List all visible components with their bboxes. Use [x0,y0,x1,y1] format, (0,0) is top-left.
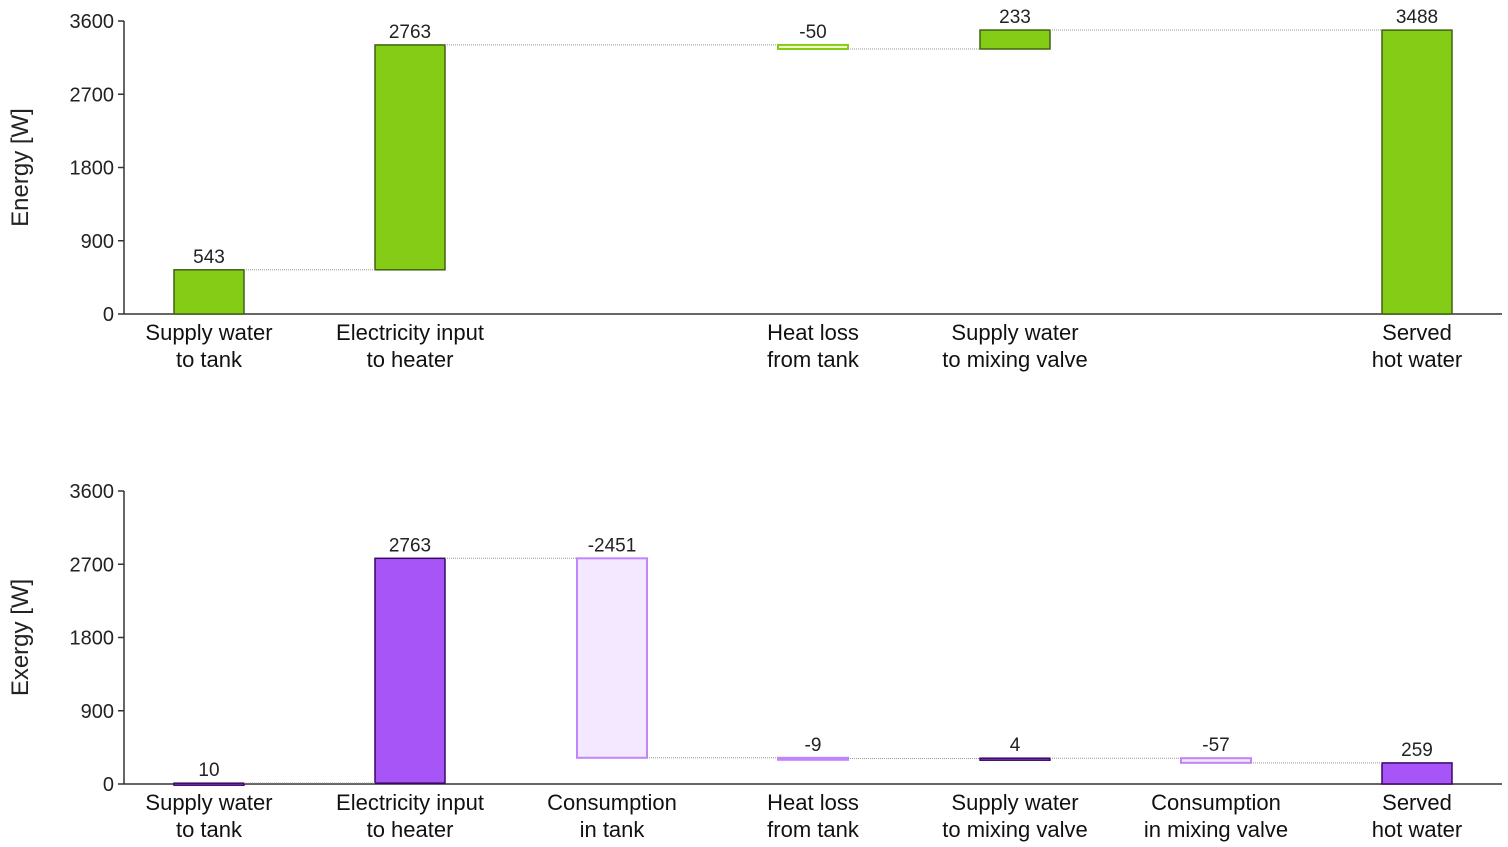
exergy-category-label: in tank [580,817,646,842]
energy-y-axis-label: Energy [W] [7,108,34,227]
energy-category-label: to mixing valve [942,347,1088,372]
energy-bar [1381,29,1453,315]
exergy-data-label: -9 [805,735,822,756]
energy-category-label: hot water [1372,347,1463,372]
energy-data-label: 233 [999,7,1031,28]
energy-category-label: Heat loss [767,320,859,345]
exergy-bar [173,782,245,786]
exergy-y-tick-label: 900 [81,701,114,723]
energy-category-label: Served [1382,320,1452,345]
energy-y-tick-label: 1800 [70,158,115,180]
exergy-y-tick-label: 2700 [70,554,115,576]
energy-category-label: to heater [367,347,454,372]
energy-bar [173,269,245,315]
exergy-bar [374,557,446,784]
exergy-y-tick-label: 3600 [70,481,115,503]
exergy-category-label: Heat loss [767,790,859,815]
energy-y-tick-label: 900 [81,231,114,253]
exergy-bar [1180,757,1252,764]
exergy-data-label: -2451 [588,535,637,556]
exergy-category-label: Consumption [1151,790,1281,815]
energy-y-tick-label: 2700 [70,84,115,106]
exergy-chart: Exergy [W] 0 900 1800 2700 3600 10 2763 -2451 -9 4… [7,481,1502,842]
energy-bar [777,43,849,50]
energy-chart: Energy [W] 0 900 1800 2700 3600 543 2763 -50 233 3… [7,7,1502,372]
exergy-category-label: in mixing valve [1144,817,1288,842]
exergy-y-axis-label: Exergy [W] [7,579,34,696]
energy-data-label: 2763 [389,22,431,43]
exergy-data-label: 259 [1401,740,1433,761]
exergy-category-label: Electricity input [336,790,484,815]
exergy-y-tick-label: 0 [103,774,114,796]
energy-y-tick-label: 3600 [70,11,115,33]
energy-data-label: -50 [799,22,826,43]
exergy-category-label: hot water [1372,817,1463,842]
energy-category-label: from tank [767,347,860,372]
energy-y-tick-label: 0 [103,304,114,326]
energy-category-label: Supply water [951,320,1078,345]
exergy-category-label: Served [1382,790,1452,815]
exergy-category-label: from tank [767,817,860,842]
exergy-category-label: Supply water [951,790,1078,815]
energy-category-label: Electricity input [336,320,484,345]
exergy-bar [1381,762,1453,785]
energy-bar [374,44,446,271]
exergy-data-label: 2763 [389,535,431,556]
exergy-bar [979,757,1051,761]
exergy-data-label: -57 [1202,735,1229,756]
exergy-bar [576,557,648,759]
exergy-data-label: 10 [198,760,219,781]
exergy-category-label: Consumption [547,790,677,815]
exergy-category-label: Supply water [145,790,272,815]
energy-bar [979,29,1051,50]
exergy-bar [777,756,849,761]
exergy-category-label: to heater [367,817,454,842]
energy-category-label: Supply water [145,320,272,345]
exergy-category-label: to tank [176,817,243,842]
energy-category-label: to tank [176,347,243,372]
exergy-data-label: 4 [1010,735,1021,756]
exergy-y-tick-label: 1800 [70,628,115,650]
exergy-category-label: to mixing valve [942,817,1088,842]
energy-data-label: 543 [193,247,225,268]
energy-data-label: 3488 [1396,7,1438,28]
